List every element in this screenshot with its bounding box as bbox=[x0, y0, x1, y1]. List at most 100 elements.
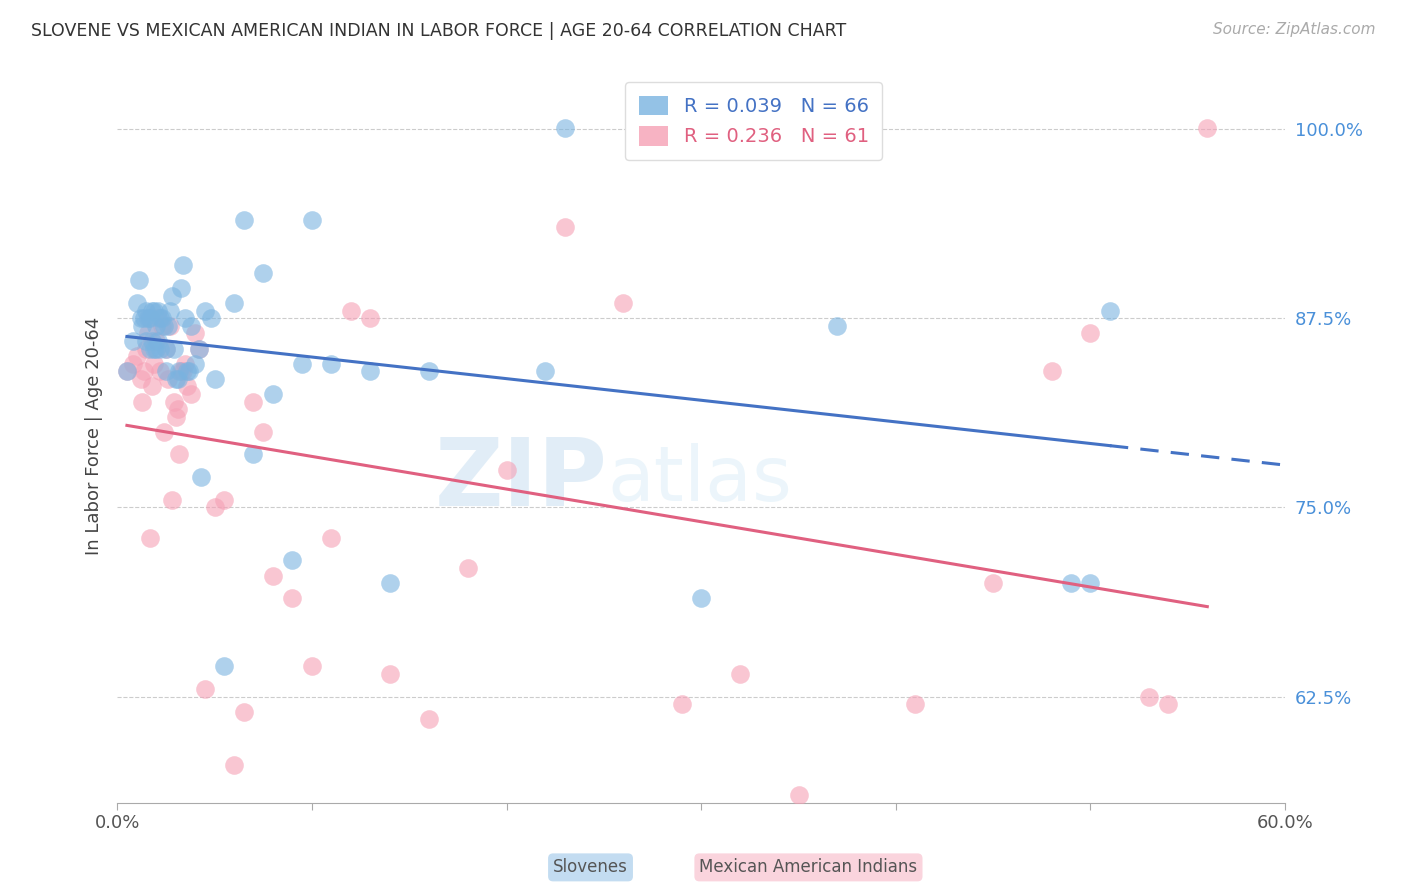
Point bbox=[145, 342, 167, 356]
Point bbox=[149, 311, 172, 326]
Point bbox=[172, 258, 194, 272]
Point bbox=[160, 288, 183, 302]
Point bbox=[143, 303, 166, 318]
Point bbox=[121, 357, 143, 371]
Point bbox=[156, 372, 179, 386]
Point bbox=[179, 364, 201, 378]
Point bbox=[174, 311, 197, 326]
Point bbox=[170, 364, 193, 378]
Point bbox=[301, 659, 323, 673]
Point bbox=[301, 212, 323, 227]
Point bbox=[170, 281, 193, 295]
Point bbox=[728, 667, 751, 681]
Point bbox=[146, 334, 169, 348]
Point bbox=[981, 576, 1004, 591]
Point bbox=[690, 591, 713, 606]
Point bbox=[321, 357, 343, 371]
Point bbox=[495, 462, 517, 476]
Point bbox=[1137, 690, 1160, 704]
Point bbox=[121, 334, 143, 348]
Point bbox=[149, 364, 172, 378]
Point bbox=[169, 448, 191, 462]
Point bbox=[159, 303, 181, 318]
Point bbox=[262, 568, 284, 582]
Point bbox=[155, 342, 177, 356]
Point bbox=[281, 591, 304, 606]
Point bbox=[187, 342, 209, 356]
Text: SLOVENE VS MEXICAN AMERICAN INDIAN IN LABOR FORCE | AGE 20-64 CORRELATION CHART: SLOVENE VS MEXICAN AMERICAN INDIAN IN LA… bbox=[31, 22, 846, 40]
Point bbox=[190, 470, 212, 484]
Point bbox=[1080, 576, 1102, 591]
Point bbox=[1157, 697, 1180, 711]
Point bbox=[176, 379, 198, 393]
Point bbox=[134, 311, 156, 326]
Point bbox=[359, 311, 381, 326]
Point bbox=[134, 364, 156, 378]
Point bbox=[359, 364, 381, 378]
Point bbox=[156, 318, 179, 333]
Point bbox=[172, 364, 194, 378]
Point bbox=[418, 712, 440, 726]
Point bbox=[155, 364, 177, 378]
Point bbox=[1060, 576, 1083, 591]
Point bbox=[180, 387, 202, 401]
Point bbox=[141, 334, 163, 348]
Point bbox=[321, 531, 343, 545]
Point bbox=[115, 364, 138, 378]
Point bbox=[187, 342, 209, 356]
Point bbox=[184, 326, 207, 341]
Point bbox=[222, 757, 245, 772]
Point bbox=[125, 349, 148, 363]
Point bbox=[166, 402, 188, 417]
Point bbox=[129, 372, 152, 386]
Point bbox=[281, 553, 304, 567]
Point bbox=[554, 220, 576, 235]
Point bbox=[534, 364, 557, 378]
Point bbox=[143, 342, 166, 356]
Point bbox=[1098, 303, 1121, 318]
Point bbox=[166, 372, 188, 386]
Point bbox=[204, 500, 226, 515]
Text: atlas: atlas bbox=[607, 442, 793, 516]
Point bbox=[904, 697, 927, 711]
Point bbox=[212, 492, 235, 507]
Point bbox=[135, 303, 157, 318]
Text: ZIP: ZIP bbox=[434, 434, 607, 525]
Point bbox=[143, 357, 166, 371]
Point bbox=[554, 120, 576, 135]
Point bbox=[165, 372, 187, 386]
Point bbox=[155, 342, 177, 356]
Point bbox=[153, 318, 176, 333]
Point bbox=[252, 266, 274, 280]
Point bbox=[146, 303, 169, 318]
Point bbox=[150, 311, 173, 326]
Point bbox=[418, 364, 440, 378]
Point bbox=[291, 357, 314, 371]
Point bbox=[139, 531, 162, 545]
Point bbox=[212, 659, 235, 673]
Point bbox=[131, 318, 153, 333]
Point bbox=[129, 311, 152, 326]
Point bbox=[242, 394, 264, 409]
Point bbox=[1080, 326, 1102, 341]
Point bbox=[169, 364, 191, 378]
Point bbox=[162, 342, 184, 356]
Point bbox=[612, 296, 634, 310]
Point bbox=[135, 342, 157, 356]
Point bbox=[138, 311, 160, 326]
Point bbox=[180, 318, 202, 333]
Text: Slovenes: Slovenes bbox=[553, 858, 628, 876]
Point bbox=[339, 303, 361, 318]
Point bbox=[184, 357, 207, 371]
Point bbox=[176, 364, 198, 378]
Point bbox=[138, 326, 160, 341]
Legend: R = 0.039   N = 66, R = 0.236   N = 61: R = 0.039 N = 66, R = 0.236 N = 61 bbox=[626, 82, 883, 160]
Point bbox=[690, 120, 713, 135]
Point bbox=[146, 311, 169, 326]
Point bbox=[135, 334, 157, 348]
Point bbox=[827, 318, 849, 333]
Point bbox=[131, 394, 153, 409]
Point bbox=[145, 318, 167, 333]
Point bbox=[378, 576, 401, 591]
Point bbox=[232, 212, 254, 227]
